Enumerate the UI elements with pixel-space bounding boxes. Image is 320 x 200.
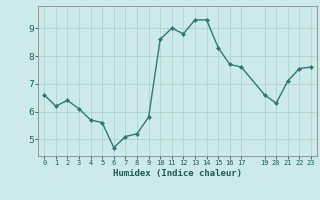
X-axis label: Humidex (Indice chaleur): Humidex (Indice chaleur) xyxy=(113,169,242,178)
